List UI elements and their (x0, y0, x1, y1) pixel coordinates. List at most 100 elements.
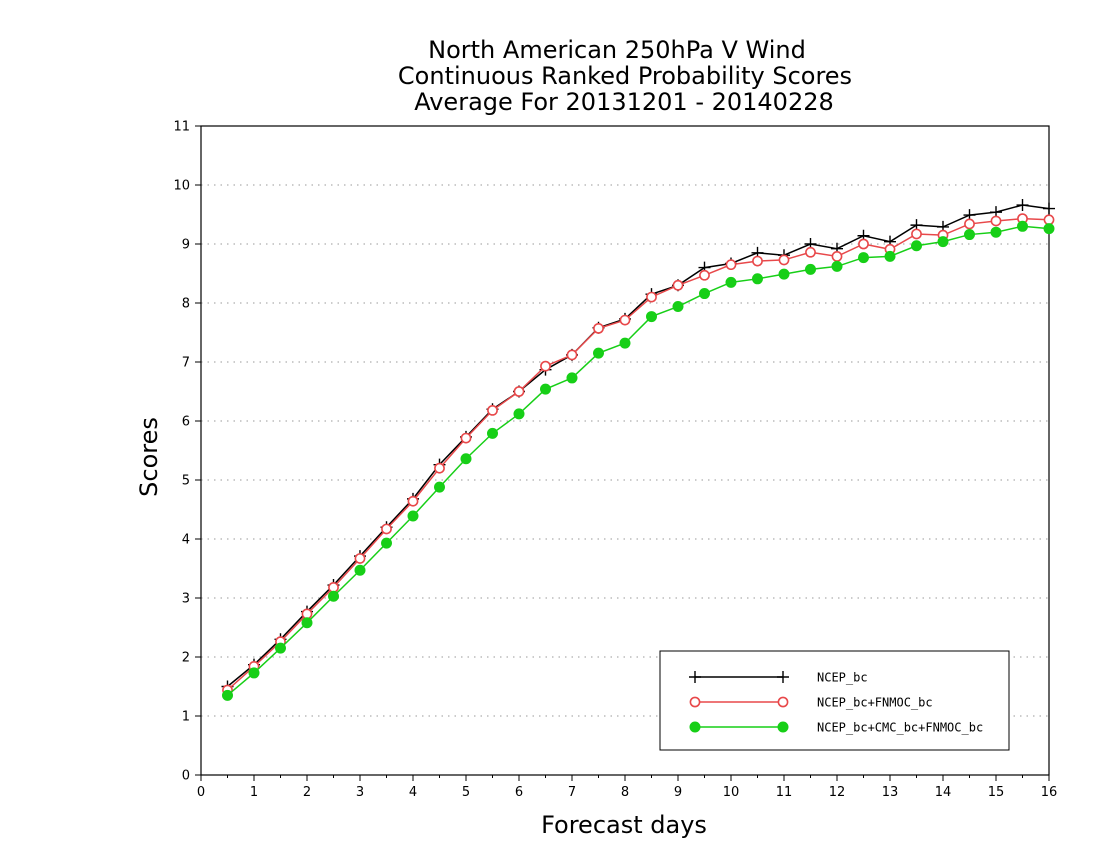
data-point-1 (858, 238, 869, 250)
data-point-1 (328, 581, 339, 593)
x-tick-label: 8 (621, 785, 629, 800)
legend-label: NCEP_bc (817, 671, 868, 685)
series-line-2 (227, 225, 1050, 696)
data-point-2 (646, 311, 657, 323)
data-point-2 (487, 427, 498, 439)
data-point-2 (354, 564, 366, 576)
data-point-1 (831, 250, 843, 262)
legend-marker (689, 671, 701, 683)
data-point-1 (407, 495, 419, 507)
data-point-1 (487, 404, 498, 416)
y-tick-label: 2 (182, 651, 190, 666)
x-tick-label: 5 (462, 785, 470, 800)
x-axis-label: Forecast days (541, 811, 707, 839)
legend-marker (689, 696, 701, 708)
legend-marker (777, 721, 789, 733)
data-point-2 (778, 268, 790, 280)
x-tick-label: 0 (197, 785, 205, 800)
chart-title-line-3: Average For 20131201 - 20140228 (414, 88, 834, 116)
data-point-2 (752, 273, 763, 285)
legend-label: NCEP_bc+CMC_bc+FNMOC_bc (817, 721, 983, 735)
chart-title-line-1: North American 250hPa V Wind (428, 36, 806, 64)
data-point-2 (990, 226, 1002, 238)
data-point-1 (699, 269, 710, 281)
data-point-2 (1017, 220, 1028, 232)
data-point-1 (911, 228, 922, 240)
legend-box (659, 650, 1010, 751)
data-point-2 (301, 617, 313, 629)
data-point-2 (937, 236, 949, 248)
data-point-2 (222, 689, 233, 701)
legend-marker (777, 671, 789, 683)
data-point-2 (858, 252, 869, 264)
data-point-2 (964, 229, 975, 241)
data-point-2 (275, 642, 286, 654)
legend-entry-2: NCEP_bc+CMC_bc+FNMOC_bc (689, 721, 983, 735)
x-tick-label: 14 (935, 785, 952, 800)
data-point-1 (593, 322, 604, 334)
y-axis-label: Scores (135, 417, 163, 497)
data-point-1 (619, 314, 631, 326)
y-tick-label: 5 (182, 474, 190, 489)
data-point-1 (434, 462, 445, 474)
y-tick-label: 7 (182, 356, 190, 371)
series-line-1 (227, 217, 1050, 691)
data-point-0 (1016, 199, 1029, 212)
x-tick-label: 3 (356, 785, 364, 800)
data-point-2 (805, 263, 816, 275)
data-point-1 (646, 291, 657, 303)
y-tick-label: 10 (173, 179, 190, 194)
data-point-2 (566, 372, 578, 384)
data-point-2 (248, 667, 260, 679)
legend-marker (689, 721, 701, 733)
series-0 (221, 199, 1055, 693)
data-point-1 (672, 279, 684, 291)
series-2 (222, 220, 1055, 701)
y-tick-label: 4 (182, 533, 190, 548)
x-tick-label: 6 (515, 785, 523, 800)
y-tick-label: 11 (173, 120, 190, 135)
legend-entry-1: NCEP_bc+FNMOC_bc (689, 696, 933, 710)
legend-label: NCEP_bc+FNMOC_bc (817, 696, 933, 710)
data-point-2 (1043, 223, 1055, 235)
y-tick-label: 0 (182, 769, 190, 784)
data-point-0 (1043, 202, 1055, 215)
data-point-1 (1043, 214, 1055, 226)
data-point-2 (407, 510, 419, 522)
x-tick-label: 12 (829, 785, 846, 800)
x-tick-label: 15 (988, 785, 1005, 800)
data-point-1 (725, 259, 737, 271)
data-point-1 (301, 608, 313, 620)
data-point-2 (381, 537, 392, 549)
data-point-1 (990, 215, 1002, 227)
legend-entry-0: NCEP_bc (689, 671, 868, 685)
data-point-2 (831, 260, 843, 272)
data-point-2 (619, 337, 631, 349)
data-point-1 (460, 432, 472, 444)
data-point-1 (566, 349, 578, 361)
x-tick-label: 11 (776, 785, 793, 800)
data-point-2 (672, 301, 684, 313)
y-tick-label: 1 (182, 710, 190, 725)
data-point-1 (354, 553, 366, 564)
x-tick-label: 16 (1041, 785, 1058, 800)
data-point-2 (725, 276, 737, 288)
x-tick-label: 4 (409, 785, 417, 800)
data-point-2 (884, 250, 896, 262)
data-point-1 (964, 218, 975, 230)
data-point-1 (513, 386, 525, 397)
x-tick-label: 13 (882, 785, 899, 800)
gridlines (201, 184, 1049, 717)
chart-title-line-2: Continuous Ranked Probability Scores (398, 62, 852, 90)
data-point-2 (460, 453, 472, 465)
series-layer (221, 199, 1055, 701)
legend-marker (777, 696, 789, 708)
y-tick-label: 6 (182, 415, 190, 430)
x-tick-label: 10 (723, 785, 740, 800)
series-line-0 (227, 204, 1050, 688)
x-tick-label: 7 (568, 785, 576, 800)
y-tick-label: 9 (182, 238, 190, 253)
series-1 (222, 213, 1055, 696)
